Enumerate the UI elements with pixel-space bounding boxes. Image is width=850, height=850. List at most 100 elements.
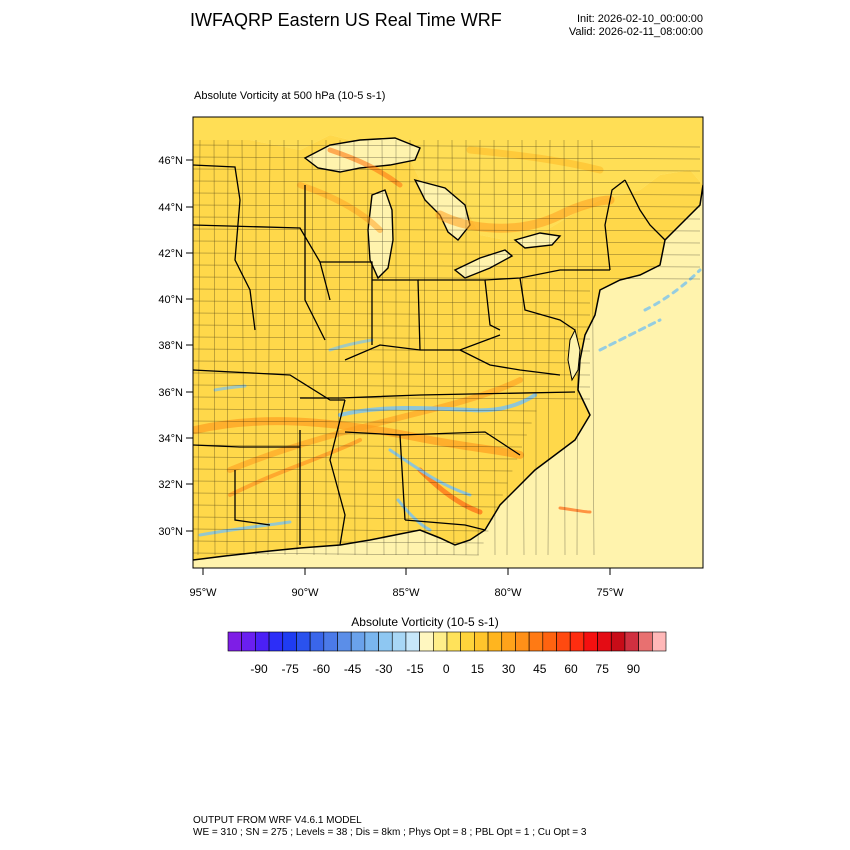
lat-tick-label: 32°N — [158, 479, 183, 491]
county-line — [193, 528, 489, 532]
county-line — [193, 144, 701, 148]
colorbar-swatch — [528, 631, 544, 652]
county-line — [193, 216, 701, 220]
colorbar-swatch — [652, 631, 667, 652]
lake-superior — [303, 137, 421, 173]
colorbar-swatch — [487, 631, 503, 652]
county-grid — [193, 139, 701, 556]
colorbar-label: 0 — [443, 662, 450, 676]
colorbar-swatch — [337, 631, 352, 652]
colorbar-swatch — [597, 631, 612, 652]
colorbar-swatch — [542, 631, 557, 652]
county-line — [193, 456, 518, 460]
colorbar-swatch — [309, 631, 325, 652]
county-line — [193, 384, 591, 388]
colorbar-swatch — [391, 631, 407, 652]
lon-tick-label: 75°W — [596, 587, 624, 599]
colorbar-label: 75 — [596, 662, 610, 676]
colorbar-swatch — [241, 631, 256, 652]
county-line — [193, 324, 591, 328]
county-line — [193, 252, 701, 256]
colorbar-label: 30 — [502, 662, 516, 676]
colorbar-swatch — [405, 631, 420, 652]
colorbar-swatch — [624, 631, 639, 652]
run-times: Init: 2026-02-10_00:00:00 Valid: 2026-02… — [540, 13, 703, 39]
county-line — [193, 492, 503, 496]
county-line — [506, 139, 509, 556]
county-line — [193, 336, 591, 340]
lat-tick-label: 36°N — [158, 387, 183, 399]
county-line — [193, 312, 591, 316]
colorbar-label: 45 — [533, 662, 547, 676]
lat-tick-label: 42°N — [158, 248, 183, 260]
positive-vorticity-bands — [193, 146, 615, 515]
colorbar-label: 15 — [471, 662, 485, 676]
colorbar-swatch — [268, 631, 284, 652]
lon-tick-label: 90°W — [291, 587, 319, 599]
county-line — [193, 516, 494, 520]
county-line — [296, 139, 299, 556]
colorbar-swatch — [501, 631, 516, 652]
lat-tick-label: 34°N — [158, 433, 183, 445]
chesapeake-bay — [567, 328, 581, 382]
lat-tick-label: 30°N — [158, 526, 183, 538]
colorbar-figure: -90 -75 -60 -45 -30 -15 0 15 30 45 60 75 90 — [227, 631, 667, 676]
colorbar-swatch — [419, 631, 434, 652]
colorbar-swatch — [556, 631, 571, 652]
county-line — [193, 444, 523, 448]
county-line — [193, 180, 701, 184]
field-title: Absolute Vorticity at 500 hPa (10-5 s-1) — [194, 90, 386, 102]
footer-line-2: WE = 310 ; SN = 275 ; Levels = 38 ; Dis … — [193, 827, 587, 838]
lon-tick-label: 80°W — [494, 587, 522, 599]
main-title: IWFAQRP Eastern US Real Time WRF — [190, 10, 502, 30]
county-line — [193, 420, 532, 424]
county-line — [193, 276, 701, 280]
colorbar-swatch — [323, 631, 338, 652]
colorbar-label: -30 — [375, 662, 393, 676]
county-line — [193, 540, 484, 544]
colorbar-label: -90 — [250, 662, 268, 676]
lat-tick-label: 44°N — [158, 202, 183, 214]
county-line — [337, 139, 341, 556]
us-land — [193, 135, 703, 560]
county-line — [477, 139, 481, 556]
county-line — [423, 139, 426, 556]
colorbar-swatch — [378, 631, 393, 652]
county-line — [353, 139, 356, 556]
county-line — [213, 139, 216, 556]
colorbar-swatch — [569, 631, 585, 652]
map-frame — [192, 116, 704, 569]
state-borders — [193, 164, 666, 546]
county-line — [193, 192, 701, 196]
map-panel: 46°N 44°N 42°N 40°N 38°N 36°N 34°N 32°N 30°N 95°… — [158, 116, 704, 599]
county-line — [193, 480, 508, 484]
county-line — [193, 348, 591, 352]
county-line — [193, 156, 701, 160]
colorbar-swatch — [364, 631, 379, 652]
negative-vorticity-bands — [198, 268, 702, 537]
county-line — [381, 139, 385, 556]
county-line — [521, 139, 525, 556]
county-line — [193, 168, 701, 172]
county-line — [547, 139, 551, 556]
county-line — [193, 408, 537, 412]
colorbar-swatch — [638, 631, 653, 652]
lat-tick-label: 38°N — [158, 340, 183, 352]
colorbar-label: -60 — [313, 662, 331, 676]
map-area — [193, 117, 703, 568]
county-line — [366, 139, 369, 556]
county-line — [193, 288, 591, 292]
colorbar-label: -75 — [282, 662, 300, 676]
county-line — [193, 240, 701, 244]
colorbar-swatch — [433, 631, 448, 652]
colorbar-label: -15 — [406, 662, 424, 676]
model-footer: OUTPUT FROM WRF V4.6.1 MODEL WE = 310 ; … — [193, 815, 586, 839]
lat-tick-label: 46°N — [158, 155, 183, 167]
colorbar-swatch — [610, 631, 626, 652]
county-line — [193, 396, 591, 400]
lon-tick-label: 95°W — [189, 587, 217, 599]
county-line — [226, 139, 229, 556]
county-line — [436, 139, 439, 556]
county-line — [193, 360, 591, 364]
colorbar-swatch — [282, 631, 297, 652]
